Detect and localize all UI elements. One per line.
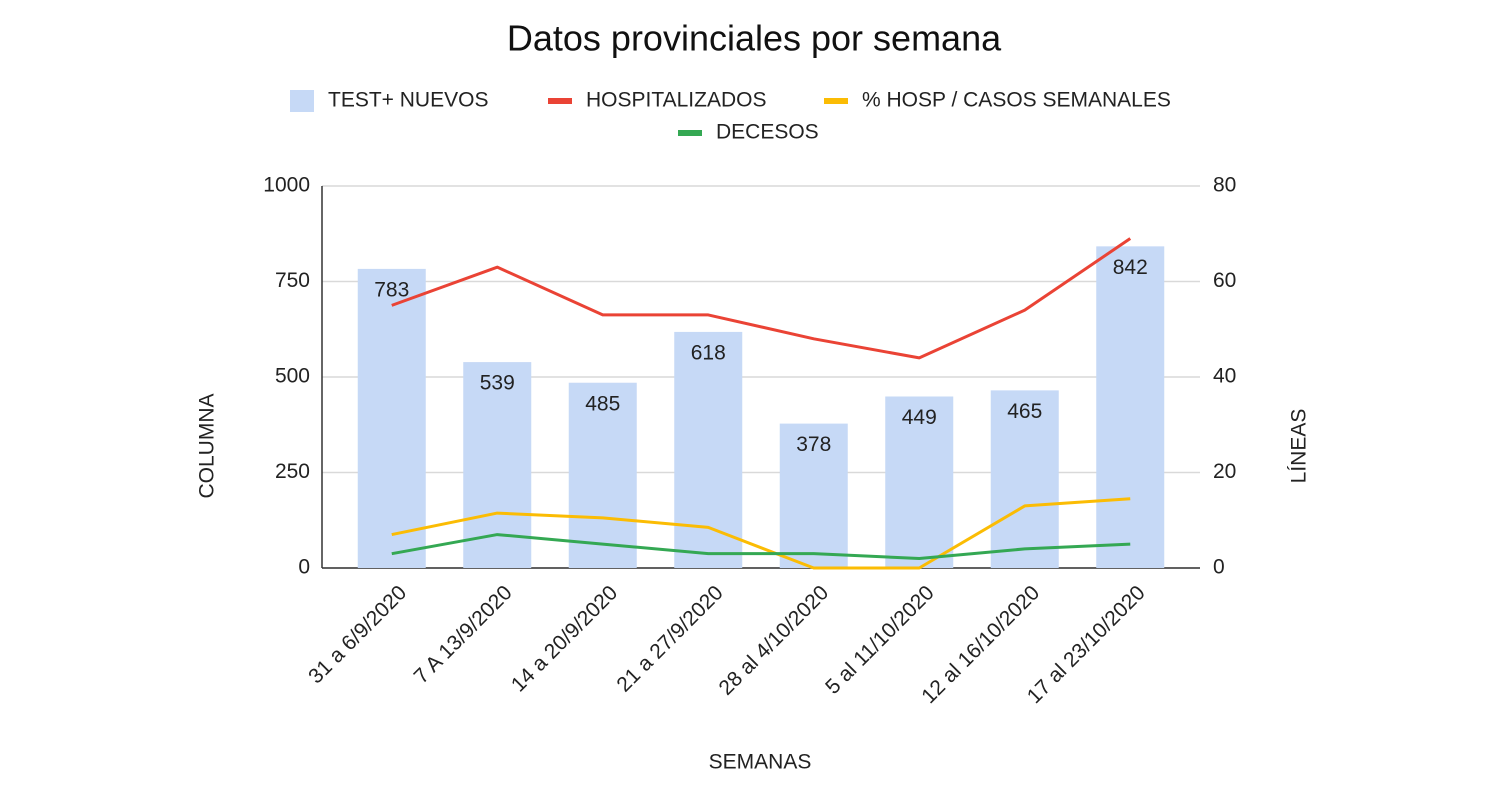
y2-tick-label: 0 bbox=[1213, 556, 1225, 579]
data-label: 449 bbox=[902, 406, 937, 429]
legend-swatch bbox=[824, 98, 848, 104]
bar bbox=[1096, 246, 1165, 568]
data-label: 539 bbox=[480, 372, 515, 395]
x-axis-label: SEMANAS bbox=[709, 751, 812, 774]
y2-tick-label: 20 bbox=[1213, 460, 1236, 483]
data-label: 378 bbox=[796, 433, 831, 456]
y2-tick-label: 80 bbox=[1213, 174, 1236, 197]
legend-label[interactable]: HOSPITALIZADOS bbox=[586, 89, 766, 112]
data-label: 465 bbox=[1007, 400, 1042, 423]
y-axis-label: COLUMNA bbox=[196, 393, 219, 498]
x-tick-label: 17 al 23/10/2020 bbox=[1023, 581, 1150, 708]
data-label: 618 bbox=[691, 341, 726, 364]
bar bbox=[885, 396, 954, 568]
data-label: 485 bbox=[585, 392, 620, 415]
y-tick-label: 750 bbox=[275, 269, 310, 292]
x-tick-label: 31 a 6/9/2020 bbox=[304, 581, 411, 688]
bar bbox=[779, 423, 848, 568]
bar bbox=[357, 268, 426, 568]
chart-title: Datos provinciales por semana bbox=[507, 18, 1002, 59]
y-tick-label: 500 bbox=[275, 365, 310, 388]
legend-swatch bbox=[548, 98, 572, 104]
x-tick-label: 21 a 27/9/2020 bbox=[612, 581, 727, 696]
legend-label[interactable]: TEST+ NUEVOS bbox=[328, 89, 488, 112]
line-series bbox=[391, 237, 1132, 360]
y-tick-label: 250 bbox=[275, 460, 310, 483]
legend-swatch bbox=[290, 90, 314, 112]
x-tick-label: 28 al 4/10/2020 bbox=[715, 581, 834, 700]
line-series bbox=[391, 533, 1131, 560]
legend-label[interactable]: % HOSP / CASOS SEMANALES bbox=[862, 89, 1171, 112]
x-tick-label: 5 al 11/10/2020 bbox=[821, 581, 939, 699]
x-tick-label: 7 A 13/9/2020 bbox=[410, 581, 517, 688]
x-tick-label: 14 a 20/9/2020 bbox=[507, 581, 622, 696]
bar bbox=[674, 331, 743, 568]
legend-swatch bbox=[678, 130, 702, 136]
line-series bbox=[391, 497, 1131, 570]
bar bbox=[990, 390, 1059, 568]
y2-tick-label: 60 bbox=[1213, 269, 1236, 292]
bar bbox=[568, 382, 637, 568]
data-label: 842 bbox=[1113, 256, 1148, 279]
data-label: 783 bbox=[374, 278, 409, 301]
y-tick-label: 1000 bbox=[263, 174, 310, 197]
y2-tick-label: 40 bbox=[1213, 365, 1236, 388]
y-tick-label: 0 bbox=[298, 556, 310, 579]
legend-label[interactable]: DECESOS bbox=[716, 121, 819, 144]
y2-axis-label: LÍNEAS bbox=[1288, 409, 1311, 484]
